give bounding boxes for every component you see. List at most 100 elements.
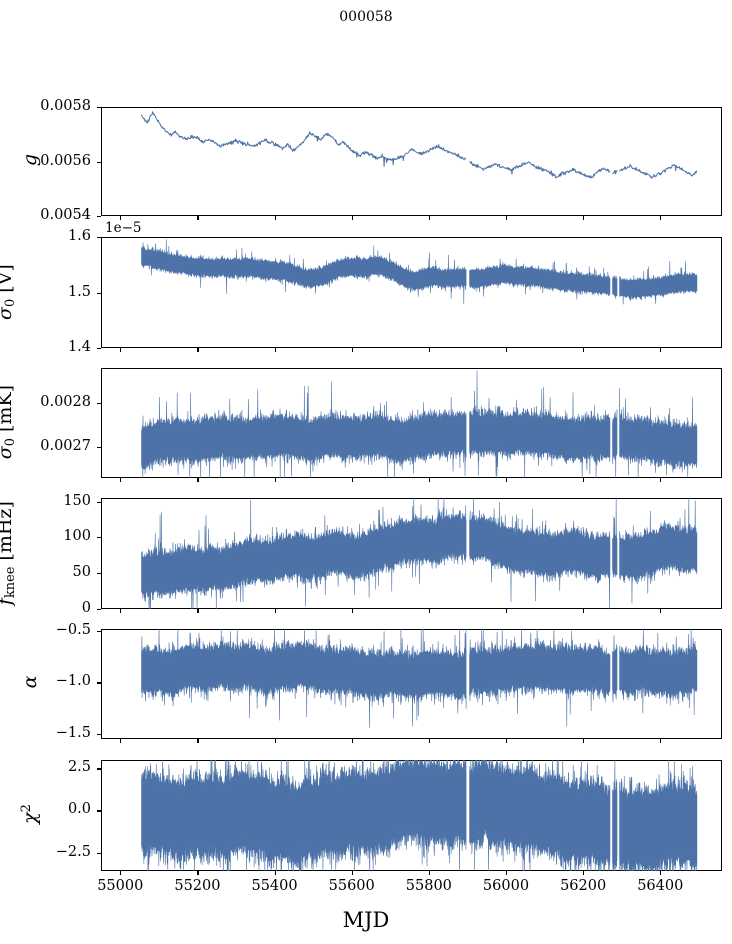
y-tick-mark [97, 810, 101, 812]
y-tick-mark [97, 292, 101, 294]
y-tick-mark [97, 682, 101, 684]
y-tick-label-gain-1: 0.0056 [40, 152, 91, 169]
plot-panel-gain [101, 107, 722, 216]
x-tick-mark [583, 348, 585, 352]
y-tick-label-sigma0_volts-2: 1.6 [67, 228, 91, 244]
y-tick-mark [97, 161, 101, 163]
y-tick-label-sigma0_mk-0: 0.0027 [40, 438, 91, 455]
x-tick-mark [583, 739, 585, 743]
y-tick-mark [97, 501, 101, 503]
x-tick-mark [197, 348, 199, 352]
x-axis-label: MJD [342, 908, 390, 932]
x-tick-label-4: 55800 [405, 878, 452, 894]
series-sigma0_mk [141, 370, 698, 478]
x-tick-mark [583, 478, 585, 482]
y-tick-label-sigma0_volts-1: 1.5 [67, 283, 91, 300]
x-tick-mark [351, 871, 353, 875]
x-tick-mark [660, 871, 662, 875]
x-tick-mark [120, 739, 122, 743]
y-tick-mark [97, 573, 101, 575]
y-tick-mark [97, 237, 101, 239]
panel-frame [101, 237, 722, 348]
panel-frame [101, 107, 722, 216]
x-tick-mark [428, 609, 430, 613]
x-tick-label-2: 55400 [251, 878, 298, 894]
x-tick-mark [274, 478, 276, 482]
x-tick-mark [351, 478, 353, 482]
y-tick-mark [97, 403, 101, 405]
x-tick-mark [428, 478, 430, 482]
x-tick-mark [428, 871, 430, 875]
x-tick-mark [506, 216, 508, 220]
series-chi2 [141, 760, 698, 871]
series-f_knee [141, 498, 698, 609]
plot-panel-alpha [101, 629, 722, 739]
x-tick-mark [274, 348, 276, 352]
x-tick-label-5: 56000 [482, 878, 530, 894]
y-tick-mark [97, 348, 101, 350]
series-alpha [141, 629, 698, 728]
x-tick-mark [197, 609, 199, 613]
x-tick-mark [120, 216, 122, 220]
x-tick-mark [197, 216, 199, 220]
x-tick-mark [506, 871, 508, 875]
y-tick-label-sigma0_volts-0: 1.4 [67, 339, 91, 355]
x-tick-mark [660, 478, 662, 482]
plot-panel-chi2 [101, 760, 722, 871]
series-sigma0_volts [141, 239, 698, 305]
x-tick-mark [660, 216, 662, 220]
plot-panel-sigma0_mk [101, 368, 722, 478]
y-tick-mark [97, 733, 101, 735]
x-tick-label-0: 55000 [97, 878, 144, 894]
y-tick-mark [97, 852, 101, 854]
x-tick-mark [274, 871, 276, 875]
figure-title: 000058 [339, 9, 393, 25]
y-tick-label-alpha-1: −1.0 [55, 673, 91, 690]
x-tick-mark [506, 348, 508, 352]
y-tick-label-chi2-2: 2.5 [67, 759, 91, 776]
y-tick-label-f_knee-1: 50 [72, 564, 91, 581]
x-tick-mark [120, 348, 122, 352]
plot-panel-sigma0_volts [101, 237, 722, 348]
y-tick-label-sigma0_mk-1: 0.0028 [40, 394, 91, 411]
x-tick-mark [583, 609, 585, 613]
y-tick-mark [97, 631, 101, 633]
y-tick-label-f_knee-0: 0 [81, 600, 91, 616]
x-tick-mark [660, 609, 662, 613]
y-axis-label-chi2: χ2 [19, 803, 41, 824]
y-tick-mark [97, 447, 101, 449]
x-tick-mark [120, 609, 122, 613]
x-tick-mark [274, 609, 276, 613]
y-tick-label-chi2-0: −2.5 [55, 843, 91, 860]
y-tick-mark [97, 609, 101, 611]
y-axis-offset-text-sigma0_volts: 1e−5 [105, 220, 142, 236]
x-tick-label-6: 56200 [560, 878, 607, 894]
x-tick-mark [120, 871, 122, 875]
y-tick-mark [97, 768, 101, 770]
series-gain [141, 111, 698, 179]
x-tick-mark [197, 478, 199, 482]
x-tick-mark [197, 739, 199, 743]
x-tick-mark [274, 739, 276, 743]
y-tick-label-f_knee-2: 100 [63, 528, 91, 545]
x-tick-mark [274, 216, 276, 220]
x-tick-label-7: 56400 [637, 878, 684, 894]
x-tick-mark [428, 216, 430, 220]
x-tick-mark [351, 739, 353, 743]
y-tick-mark [97, 537, 101, 539]
x-tick-mark [351, 348, 353, 352]
x-tick-mark [351, 216, 353, 220]
y-tick-mark [97, 107, 101, 109]
x-tick-mark [506, 478, 508, 482]
x-tick-label-1: 55200 [174, 878, 221, 894]
x-tick-mark [660, 739, 662, 743]
y-tick-label-alpha-2: −0.5 [55, 622, 91, 639]
x-tick-mark [351, 609, 353, 613]
y-tick-label-f_knee-3: 150 [63, 492, 91, 509]
plot-panel-f_knee [101, 498, 722, 609]
y-tick-label-alpha-0: −1.5 [55, 724, 91, 741]
x-tick-mark [120, 478, 122, 482]
x-tick-mark [197, 871, 199, 875]
y-tick-label-gain-2: 0.0058 [40, 98, 91, 114]
